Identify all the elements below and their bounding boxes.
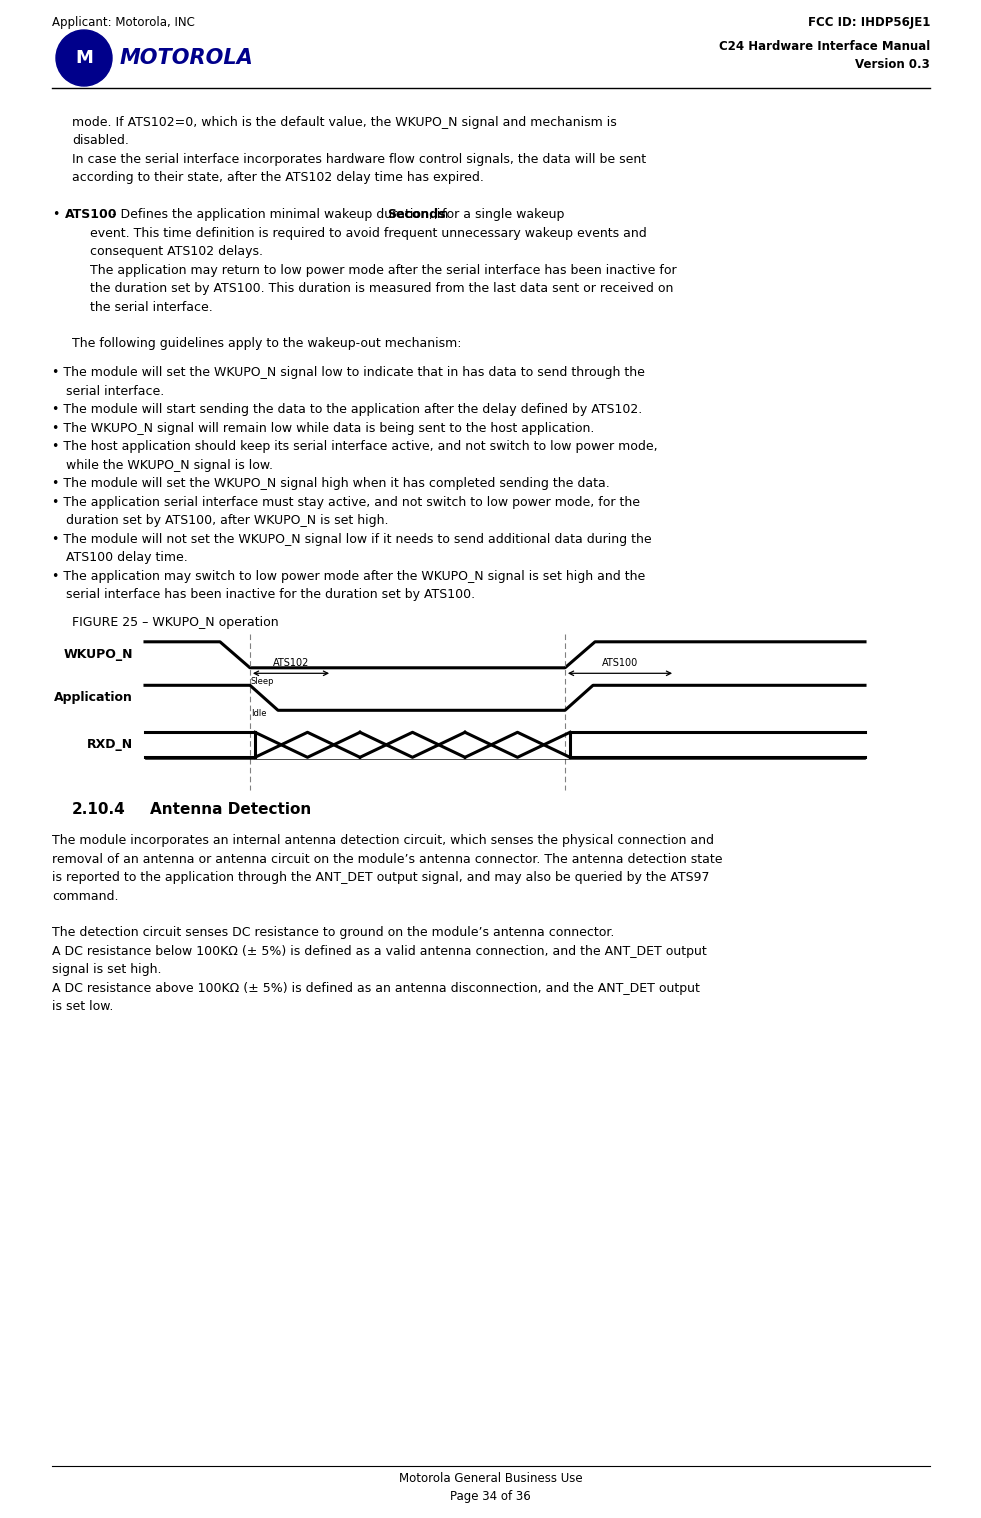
Text: mode. If ATS102=0, which is the default value, the WKUPO_N signal and mechanism : mode. If ATS102=0, which is the default … [72, 115, 617, 129]
Text: - Defines the application minimal wakeup duration, in: - Defines the application minimal wakeup… [109, 208, 453, 222]
Text: • The WKUPO_N signal will remain low while data is being sent to the host applic: • The WKUPO_N signal will remain low whi… [52, 422, 594, 434]
Text: M: M [76, 49, 93, 67]
Text: FCC ID: IHDP56JE1: FCC ID: IHDP56JE1 [807, 17, 930, 29]
Text: serial interface.: serial interface. [66, 384, 164, 398]
Text: WKUPO_N: WKUPO_N [64, 648, 133, 662]
Text: Seconds: Seconds [387, 208, 446, 222]
Text: according to their state, after the ATS102 delay time has expired.: according to their state, after the ATS1… [72, 172, 484, 185]
Text: • The application may switch to low power mode after the WKUPO_N signal is set h: • The application may switch to low powe… [52, 569, 645, 583]
Text: Idle: Idle [251, 709, 267, 718]
Text: • The module will set the WKUPO_N signal low to indicate that in has data to sen: • The module will set the WKUPO_N signal… [52, 366, 645, 380]
Text: Page 34 of 36: Page 34 of 36 [450, 1491, 531, 1503]
Text: consequent ATS102 delays.: consequent ATS102 delays. [90, 244, 263, 258]
Circle shape [56, 30, 112, 87]
Text: event. This time definition is required to avoid frequent unnecessary wakeup eve: event. This time definition is required … [90, 226, 646, 240]
Text: , for a single wakeup: , for a single wakeup [435, 208, 565, 222]
Text: The module incorporates an internal antenna detection circuit, which senses the : The module incorporates an internal ante… [52, 835, 714, 847]
Text: • The module will set the WKUPO_N signal high when it has completed sending the : • The module will set the WKUPO_N signal… [52, 477, 610, 490]
Text: command.: command. [52, 890, 119, 903]
Text: Motorola General Business Use: Motorola General Business Use [398, 1472, 583, 1485]
Text: • The application serial interface must stay active, and not switch to low power: • The application serial interface must … [52, 496, 640, 509]
Text: is set low.: is set low. [52, 1000, 114, 1014]
Text: In case the serial interface incorporates hardware flow control signals, the dat: In case the serial interface incorporate… [72, 153, 646, 165]
Text: Application: Application [54, 691, 133, 704]
Text: disabled.: disabled. [72, 135, 129, 147]
Text: while the WKUPO_N signal is low.: while the WKUPO_N signal is low. [66, 458, 273, 472]
Text: • The module will not set the WKUPO_N signal low if it needs to send additional : • The module will not set the WKUPO_N si… [52, 533, 651, 546]
Text: FIGURE 25 – WKUPO_N operation: FIGURE 25 – WKUPO_N operation [72, 616, 279, 628]
Text: ATS100: ATS100 [602, 657, 638, 668]
Text: ATS100 delay time.: ATS100 delay time. [66, 551, 187, 565]
Text: • The module will start sending the data to the application after the delay defi: • The module will start sending the data… [52, 404, 643, 416]
Text: Antenna Detection: Antenna Detection [150, 803, 311, 817]
Text: ATS100: ATS100 [65, 208, 118, 222]
Text: signal is set high.: signal is set high. [52, 964, 162, 976]
Text: C24 Hardware Interface Manual: C24 Hardware Interface Manual [719, 39, 930, 53]
Text: serial interface has been inactive for the duration set by ATS100.: serial interface has been inactive for t… [66, 589, 475, 601]
Text: 2.10.4: 2.10.4 [72, 803, 126, 817]
Text: Version 0.3: Version 0.3 [855, 58, 930, 71]
Text: •: • [52, 208, 60, 222]
Text: duration set by ATS100, after WKUPO_N is set high.: duration set by ATS100, after WKUPO_N is… [66, 515, 388, 527]
Text: The detection circuit senses DC resistance to ground on the module’s antenna con: The detection circuit senses DC resistan… [52, 926, 614, 940]
Text: A DC resistance below 100KΩ (± 5%) is defined as a valid antenna connection, and: A DC resistance below 100KΩ (± 5%) is de… [52, 944, 706, 958]
Text: • The host application should keep its serial interface active, and not switch t: • The host application should keep its s… [52, 440, 657, 454]
Text: Applicant: Motorola, INC: Applicant: Motorola, INC [52, 17, 195, 29]
Text: the serial interface.: the serial interface. [90, 301, 213, 314]
Text: A DC resistance above 100KΩ (± 5%) is defined as an antenna disconnection, and t: A DC resistance above 100KΩ (± 5%) is de… [52, 982, 699, 994]
Text: ATS102: ATS102 [273, 657, 309, 668]
Text: is reported to the application through the ANT_DET output signal, and may also b: is reported to the application through t… [52, 871, 709, 885]
Text: removal of an antenna or antenna circuit on the module’s antenna connector. The : removal of an antenna or antenna circuit… [52, 853, 722, 865]
Text: the duration set by ATS100. This duration is measured from the last data sent or: the duration set by ATS100. This duratio… [90, 282, 673, 294]
Text: The following guidelines apply to the wakeup-out mechanism:: The following guidelines apply to the wa… [72, 337, 461, 351]
Text: The application may return to low power mode after the serial interface has been: The application may return to low power … [90, 264, 677, 276]
Text: RXD_N: RXD_N [87, 738, 133, 751]
Text: Sleep: Sleep [251, 677, 275, 686]
Text: MOTOROLA: MOTOROLA [120, 49, 254, 68]
